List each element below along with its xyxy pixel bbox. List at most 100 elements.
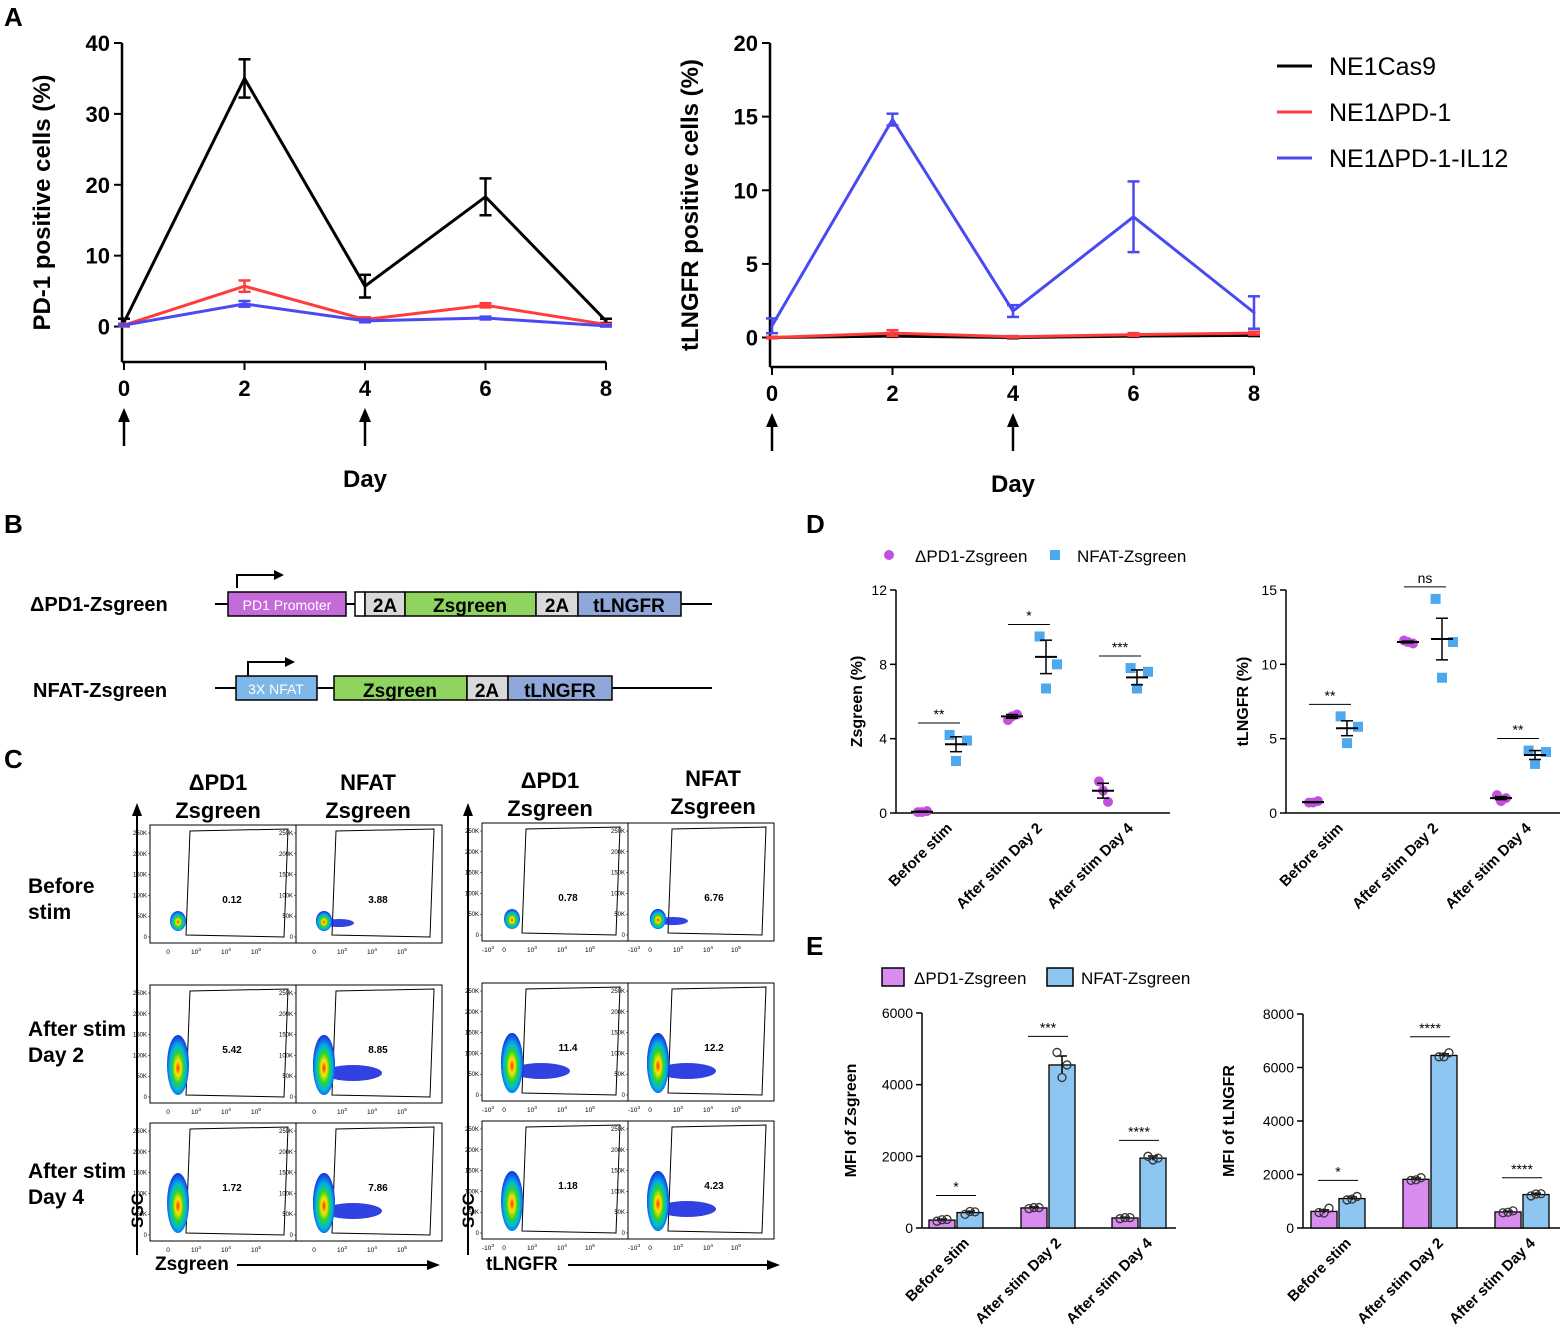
gate bbox=[331, 988, 435, 1098]
gate bbox=[331, 1126, 435, 1236]
category-label-0: Before stim bbox=[885, 820, 955, 890]
significance-label: ** bbox=[934, 706, 945, 722]
plot-frame bbox=[481, 822, 629, 942]
y-tick-label: 2000 bbox=[1263, 1167, 1294, 1183]
y-tick-label: 5 bbox=[1269, 731, 1277, 747]
bar-point bbox=[1319, 1208, 1329, 1218]
x-tick-label: 0 bbox=[648, 1107, 652, 1114]
segment-tlngfr-1 bbox=[577, 591, 682, 617]
x-axis-title: Day bbox=[343, 466, 388, 493]
y-tick-label: 200K bbox=[465, 1148, 479, 1154]
y-tick-label: 0 bbox=[905, 1220, 913, 1236]
density-tail bbox=[658, 1201, 716, 1217]
y-tick-label: 150K bbox=[133, 1171, 147, 1177]
bar-point bbox=[1125, 1212, 1135, 1223]
bar-point bbox=[965, 1206, 975, 1217]
y-tick-label: 0 bbox=[144, 935, 148, 941]
series-line-2 bbox=[770, 116, 1255, 327]
legend-label-nfat: NFAT-Zsgreen bbox=[1081, 969, 1190, 988]
x-tick-label: 0 bbox=[502, 1245, 506, 1252]
y-tick-label: 100K bbox=[611, 891, 625, 897]
point-nfat bbox=[1041, 683, 1051, 694]
y-tick-label: 150K bbox=[611, 1169, 625, 1175]
flow-plot-l21: 250K 200K 150K 100K 50K 0 0 103 104 105 7.86 bbox=[279, 1122, 443, 1254]
bar-point bbox=[1034, 1202, 1044, 1213]
x-tick-label: 104 bbox=[703, 945, 713, 954]
point-pd1 bbox=[1103, 796, 1113, 807]
x-tick-label: 0 bbox=[766, 381, 778, 406]
point-nfat bbox=[1034, 631, 1045, 642]
bar-nfat bbox=[1430, 1054, 1458, 1229]
category-label-1: After stim Day 2 bbox=[972, 1235, 1065, 1328]
x-tick-label: 6 bbox=[479, 376, 491, 401]
bar-point bbox=[937, 1215, 947, 1225]
y-tick-label: 100K bbox=[611, 1051, 625, 1057]
gate bbox=[667, 826, 767, 936]
data-point bbox=[243, 302, 246, 306]
data-point bbox=[1252, 331, 1256, 335]
data-point bbox=[604, 324, 608, 328]
point-nfat bbox=[1541, 747, 1551, 758]
y-tick-label: 50K bbox=[136, 1212, 147, 1218]
x-tick-label: 105 bbox=[585, 945, 595, 954]
significance-label: ** bbox=[1325, 687, 1336, 703]
promoter-arrowhead-2 bbox=[285, 657, 295, 667]
y-tick-label: 200K bbox=[133, 1150, 147, 1156]
point-nfat bbox=[1052, 659, 1062, 670]
y-axis-title: Zsgreen (%) bbox=[849, 656, 866, 748]
y-tick-label: 200K bbox=[133, 852, 147, 858]
y-tick-label: 100K bbox=[465, 1189, 479, 1195]
treatment-arrowhead bbox=[359, 408, 371, 422]
plot-frame bbox=[627, 1120, 775, 1240]
x-tick-label: 104 bbox=[557, 1105, 567, 1114]
segment-2a-2 bbox=[535, 591, 579, 617]
bar-point bbox=[1062, 1060, 1072, 1070]
panel-label-e: E bbox=[806, 931, 823, 961]
gate-percent: 6.76 bbox=[704, 893, 724, 904]
promoter-arrowhead-1 bbox=[274, 570, 284, 580]
x-tick-label: 2 bbox=[238, 376, 250, 401]
plot-frame bbox=[627, 982, 775, 1102]
density-core bbox=[167, 1173, 189, 1233]
flow-right-x-label: tLNGFR bbox=[486, 1254, 558, 1275]
legend-label-pd1: ΔPD1-Zsgreen bbox=[914, 969, 1026, 988]
y-tick-label: 50K bbox=[282, 914, 293, 920]
density-tail bbox=[324, 1203, 382, 1219]
x-tick-label: 104 bbox=[367, 947, 377, 956]
gate-percent: 0.12 bbox=[222, 895, 242, 906]
y-tick-label: 0 bbox=[476, 933, 480, 939]
y-tick-label: 200K bbox=[279, 852, 293, 858]
y-tick-label: 200K bbox=[279, 1012, 293, 1018]
col-header-right-pd1: Zsgreen bbox=[507, 796, 593, 821]
y-tick-label: 15 bbox=[1261, 582, 1277, 598]
x-tick-label: 2 bbox=[886, 381, 898, 406]
x-tick-label: -103 bbox=[482, 1105, 494, 1114]
x-tick-label: -103 bbox=[628, 1243, 640, 1252]
plot-frame bbox=[481, 1120, 629, 1240]
flow-left-x-label: Zsgreen bbox=[155, 1254, 229, 1275]
bar-point bbox=[942, 1214, 952, 1225]
x-tick-label: 105 bbox=[397, 947, 407, 956]
bar-point bbox=[1536, 1189, 1546, 1199]
treatment-arrowhead bbox=[118, 408, 130, 422]
flow-left-y-arrowhead bbox=[132, 803, 142, 816]
y-tick-label: 100K bbox=[465, 1051, 479, 1057]
density-core bbox=[167, 1035, 189, 1095]
x-tick-label: -103 bbox=[482, 945, 494, 954]
significance-label: **** bbox=[1511, 1161, 1533, 1177]
x-tick-label: 104 bbox=[703, 1243, 713, 1252]
y-tick-label: 0 bbox=[622, 1093, 626, 1099]
x-tick-label: 104 bbox=[703, 1105, 713, 1114]
y-tick-label: 0 bbox=[746, 326, 758, 351]
gate-percent: 12.2 bbox=[704, 1043, 724, 1054]
x-tick-label: 105 bbox=[731, 1243, 741, 1252]
bar-nfat bbox=[1139, 1157, 1167, 1229]
col-header-left-pd1: Zsgreen bbox=[175, 798, 261, 823]
y-tick-label: 250K bbox=[279, 831, 293, 837]
legend-label-nfat: NFAT-Zsgreen bbox=[1077, 547, 1186, 566]
y-tick-label: 100K bbox=[611, 1189, 625, 1195]
density-core-top bbox=[647, 1171, 669, 1231]
gate-percent: 0.78 bbox=[558, 893, 578, 904]
data-point bbox=[484, 316, 487, 320]
